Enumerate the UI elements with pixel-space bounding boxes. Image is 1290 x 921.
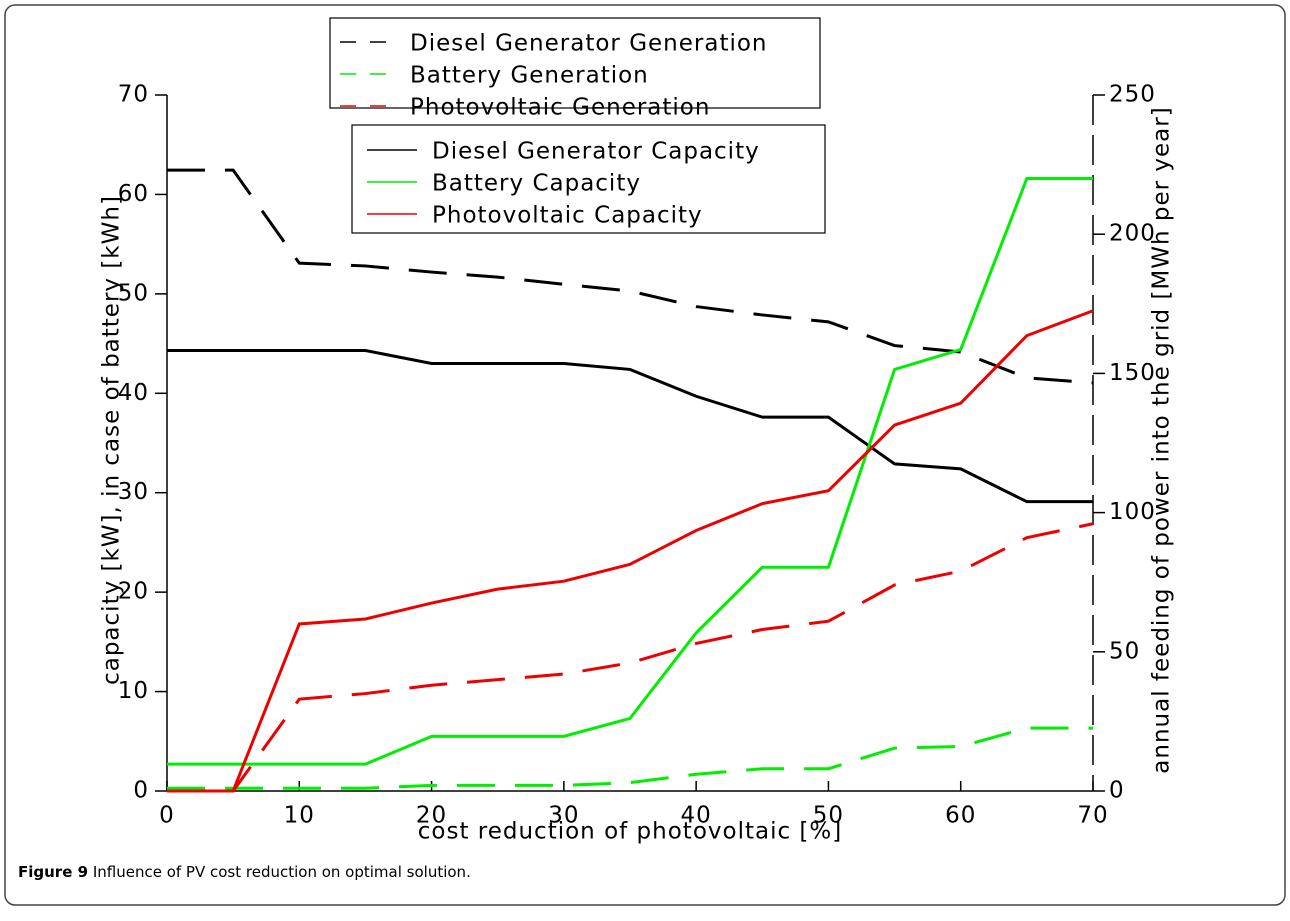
y2-tick-label: 200 [1109,221,1156,247]
x-tick-label: 70 [1077,803,1108,829]
x-tick-label: 60 [945,803,976,829]
x-tick-label: 40 [681,803,712,829]
series-line [167,168,1094,385]
legend-label: Diesel Generator Generation [410,31,768,57]
y2-tick-label: 0 [1109,778,1125,804]
legend-label: Diesel Generator Capacity [432,139,760,165]
y2-axis-title: annual feeding of power into the grid [M… [1149,106,1175,773]
caption-label: Figure 9 [18,863,88,881]
y-tick-label: 50 [118,280,149,306]
legend-label: Battery Generation [410,63,649,89]
legend-label: Photovoltaic Generation [410,95,710,121]
y2-tick-label: 100 [1109,499,1156,525]
legend [329,17,821,109]
y-axis-title: capacity [kW], in case of battery [kWh] [99,195,125,685]
y-tick-label: 60 [118,181,149,207]
legend [351,124,826,234]
legend-label: Photovoltaic Capacity [432,203,703,229]
frame [4,4,1286,906]
x-axis-title: cost reduction of photovoltaic [%] [418,819,842,845]
y2-tick-label: 150 [1109,360,1156,386]
caption: Figure 9 Influence of PV cost reduction … [18,863,471,881]
y-tick-label: 30 [118,479,149,505]
y-tick-label: 10 [118,678,149,704]
y-tick-label: 0 [133,778,149,804]
series-line [167,349,1093,504]
x-tick-label: 10 [284,803,315,829]
series-line [167,726,1093,790]
series-line [167,177,1093,766]
y-tick-label: 70 [118,82,149,108]
y2-tick-label: 50 [1109,638,1140,664]
caption-text: Influence of PV cost reduction on optima… [93,863,471,881]
series-line [167,522,1094,793]
legend-label: Battery Capacity [432,171,641,197]
y2-tick-label: 250 [1109,82,1156,108]
y-tick-label: 20 [118,579,149,605]
x-tick-label: 20 [416,803,447,829]
y-tick-label: 40 [118,380,149,406]
x-tick-label: 30 [548,803,579,829]
x-tick-label: 0 [159,803,175,829]
series-line [167,309,1094,793]
x-tick-label: 50 [813,803,844,829]
